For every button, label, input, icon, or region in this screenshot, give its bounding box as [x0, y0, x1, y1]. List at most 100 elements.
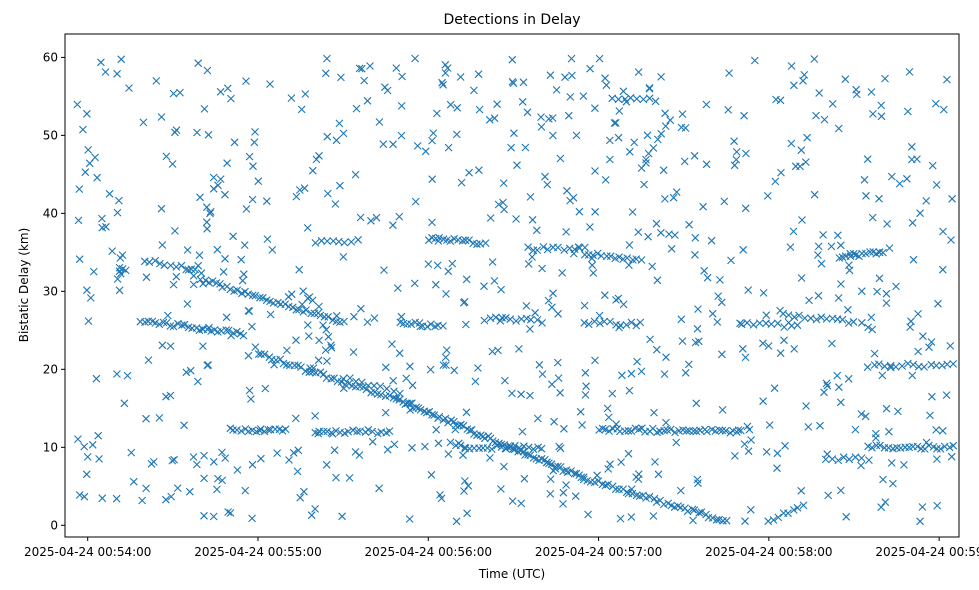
data-point — [223, 159, 231, 168]
x-axis-ticks: 2025-04-24 00:54:00 2025-04-24 00:55:00 20… — [24, 537, 979, 559]
data-point — [919, 332, 927, 341]
data-point — [239, 331, 248, 340]
data-point — [602, 252, 611, 261]
data-point — [517, 499, 526, 508]
data-point — [218, 448, 226, 457]
data-point — [564, 111, 573, 120]
data-point — [189, 280, 198, 289]
data-point — [330, 446, 339, 455]
data-point — [651, 458, 659, 466]
data-point — [501, 444, 510, 453]
data-point — [691, 250, 699, 259]
data-point — [943, 360, 952, 369]
data-point — [324, 312, 333, 321]
x-tick-label: 2025-04-24 00:57:00 — [535, 545, 662, 559]
data-point — [523, 108, 532, 117]
data-point — [732, 148, 741, 156]
data-point — [727, 256, 735, 265]
data-point — [113, 69, 121, 78]
data-point — [790, 81, 798, 90]
data-point — [304, 332, 313, 340]
data-point — [793, 503, 802, 512]
data-point — [652, 219, 661, 228]
data-point — [305, 368, 314, 377]
data-point — [357, 304, 365, 313]
data-point — [606, 317, 614, 326]
data-point — [562, 228, 570, 236]
data-point — [739, 245, 748, 254]
data-point — [362, 385, 371, 394]
data-point — [151, 256, 160, 265]
data-point — [652, 345, 661, 354]
data-point — [449, 417, 458, 426]
data-point — [584, 320, 593, 329]
data-point — [252, 427, 261, 436]
data-point — [606, 460, 614, 469]
data-point — [284, 292, 293, 301]
data-point — [736, 319, 744, 328]
data-point — [258, 293, 267, 302]
data-point — [452, 517, 461, 526]
data-point — [870, 349, 879, 358]
data-point — [446, 438, 455, 447]
data-point — [895, 179, 904, 188]
data-point — [303, 224, 312, 232]
data-point — [524, 260, 533, 268]
data-point — [746, 505, 755, 514]
data-point — [645, 84, 654, 93]
data-point — [244, 290, 253, 299]
data-point — [389, 140, 397, 149]
data-point — [819, 231, 827, 239]
data-point — [497, 485, 505, 493]
data-point — [885, 427, 893, 436]
data-point — [743, 318, 751, 327]
data-point — [512, 317, 520, 325]
data-point — [180, 320, 189, 329]
data-point — [219, 267, 228, 276]
data-point — [412, 403, 421, 412]
data-point — [247, 395, 255, 403]
data-point — [93, 173, 101, 182]
data-point — [363, 318, 372, 326]
data-point — [800, 314, 809, 322]
data-point — [606, 252, 615, 261]
data-point — [538, 319, 546, 327]
data-point — [835, 383, 843, 392]
data-point — [567, 467, 575, 475]
data-point — [200, 474, 208, 483]
data-point — [167, 492, 176, 501]
x-tick-label: 2025-04-24 00:54:00 — [24, 545, 151, 559]
chart-title: Detections in Delay — [443, 12, 580, 28]
data-point — [876, 441, 884, 450]
data-point — [218, 283, 227, 292]
data-point — [776, 349, 785, 358]
data-point — [651, 97, 660, 106]
data-point — [162, 152, 171, 161]
data-point — [764, 342, 773, 350]
data-point — [244, 306, 253, 315]
data-point — [230, 138, 239, 147]
data-point — [789, 506, 798, 514]
data-point — [743, 422, 752, 431]
data-point — [377, 390, 385, 399]
data-point — [868, 325, 877, 334]
data-point — [828, 339, 836, 348]
data-point — [421, 442, 429, 451]
data-point — [933, 501, 942, 510]
data-point — [797, 486, 806, 495]
data-point — [112, 494, 121, 503]
data-point — [716, 276, 724, 284]
data-point — [610, 119, 619, 127]
data-point — [625, 261, 633, 269]
data-point — [173, 484, 182, 492]
data-point — [548, 303, 556, 312]
data-point — [240, 241, 249, 249]
data-point — [916, 517, 924, 526]
data-point — [665, 230, 673, 238]
data-point — [700, 266, 709, 275]
data-point — [645, 492, 654, 501]
data-point — [697, 508, 706, 517]
data-point — [142, 414, 150, 423]
data-point — [678, 110, 687, 118]
data-point — [335, 119, 344, 128]
